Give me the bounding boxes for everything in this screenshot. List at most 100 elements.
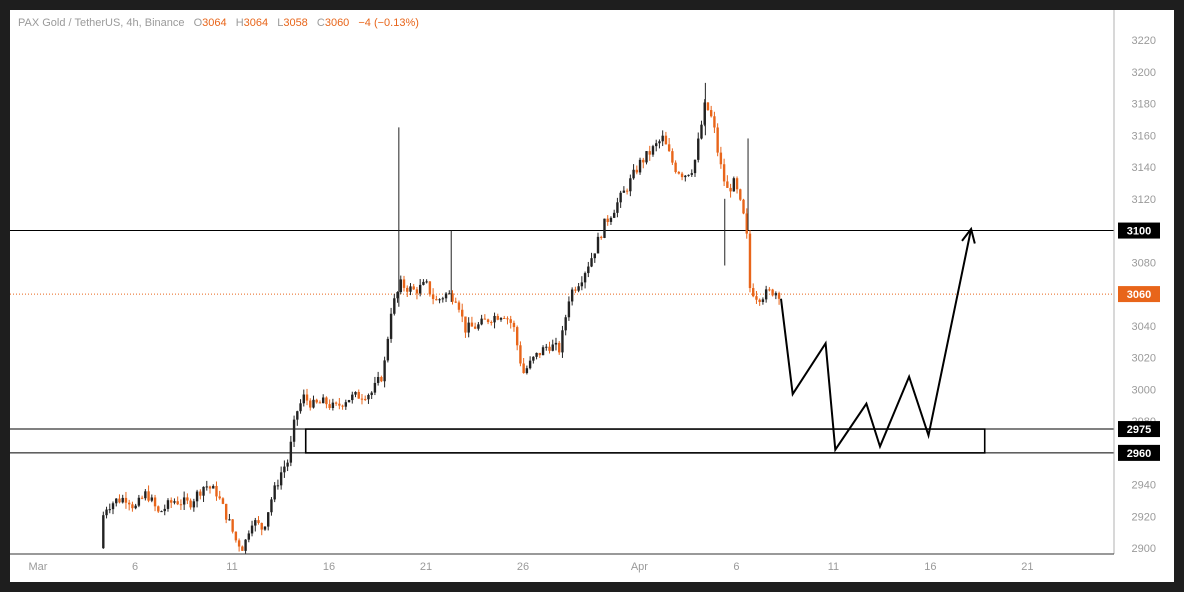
candle-body — [528, 360, 532, 369]
candle-body — [619, 192, 622, 203]
candle-body — [386, 338, 390, 361]
candle-body — [545, 346, 548, 348]
candle-body — [464, 316, 467, 333]
y-tick-label: 3160 — [1132, 130, 1156, 142]
y-tick-label: 3120 — [1132, 194, 1156, 206]
y-tick-label: 2900 — [1132, 543, 1156, 555]
candle-body — [548, 346, 551, 351]
open-label: O — [193, 17, 203, 29]
candle-body — [722, 164, 726, 182]
y-tick-label: 3080 — [1132, 257, 1156, 269]
candle-body — [661, 135, 664, 142]
candle-body — [247, 533, 251, 540]
candle-body — [237, 540, 241, 547]
candle-body — [199, 491, 202, 496]
candle-body — [428, 281, 432, 295]
candle-body — [444, 293, 448, 299]
candle-body — [684, 175, 687, 178]
price-chart[interactable]: 2900292029402960298030003020304030603080… — [10, 10, 1174, 582]
candle-body — [583, 273, 587, 283]
y-tick-label: 2920 — [1132, 511, 1156, 523]
candle-body — [490, 322, 493, 324]
candle-body — [483, 318, 487, 320]
candle-body — [140, 497, 144, 499]
candle-body — [625, 190, 629, 192]
candle-body — [289, 441, 293, 463]
candle-body — [577, 286, 580, 291]
candle-body — [480, 318, 483, 325]
symbol-title[interactable]: PAX Gold / TetherUS, 4h, Binance — [18, 17, 185, 29]
candle-body — [771, 289, 774, 296]
x-tick-label: Mar — [29, 561, 48, 573]
candle-body — [208, 486, 212, 489]
candle-body — [218, 496, 221, 499]
candle-body — [153, 497, 157, 507]
level-tag-bg-2975 — [1118, 421, 1160, 438]
level-tag-bg-3100 — [1118, 222, 1160, 239]
candle-body — [503, 318, 506, 320]
y-tick-label: 2940 — [1132, 480, 1156, 492]
level-tag-3100: 3100 — [1127, 226, 1151, 238]
candle-body — [364, 398, 367, 400]
candle-body — [425, 281, 428, 283]
candle-body — [609, 217, 613, 222]
x-tick-label: 21 — [420, 561, 432, 573]
candle-body — [296, 411, 299, 420]
candle-body — [221, 498, 225, 504]
candle-body — [587, 266, 590, 274]
candle-body — [399, 279, 402, 293]
candle-body — [551, 344, 554, 351]
symbol-header: PAX Gold / TetherUS, 4h, Binance O3064 H… — [18, 17, 419, 29]
candle-body — [273, 485, 276, 500]
candle-body — [105, 509, 108, 516]
price-axis[interactable]: 2900292029402960298030003020304030603080… — [1113, 10, 1156, 555]
candle-body — [115, 498, 118, 504]
candles-layer — [102, 82, 781, 554]
low-value: 3058 — [283, 17, 308, 29]
support-zone-box[interactable] — [304, 428, 986, 454]
y-tick-label: 3020 — [1132, 353, 1156, 365]
candle-body — [606, 218, 609, 222]
candle-body — [729, 187, 732, 192]
candle-body — [538, 352, 542, 356]
candle-body — [638, 159, 642, 173]
candle-body — [189, 500, 192, 508]
candle-body — [144, 491, 147, 499]
projection-layer — [780, 226, 976, 453]
candle-body — [467, 322, 470, 333]
time-axis[interactable]: Mar 6 11 16 21 26 Apr 6 11 16 21 — [10, 553, 1114, 573]
candle-body — [567, 301, 571, 318]
candle-body — [325, 397, 328, 405]
candle-body — [561, 330, 564, 353]
candle-body — [477, 324, 480, 329]
candle-body — [124, 497, 128, 503]
candle-body — [667, 144, 671, 152]
candle-body — [170, 500, 173, 503]
candle-body — [279, 472, 283, 486]
candle-body — [276, 485, 280, 487]
x-tick-label: 11 — [226, 561, 237, 573]
candle-body — [241, 546, 244, 551]
x-tick-label: 26 — [517, 561, 529, 573]
candle-body — [768, 289, 771, 291]
candle-body — [512, 322, 516, 328]
projection-path[interactable] — [780, 228, 973, 453]
candle-body — [570, 289, 574, 302]
candle-body — [535, 352, 538, 357]
candle-body — [616, 202, 619, 213]
candle-body — [108, 509, 111, 511]
candle-body — [267, 512, 270, 527]
candle-body — [393, 298, 396, 314]
low-label: L — [277, 17, 284, 29]
candle-body — [774, 293, 778, 296]
candle-body — [376, 376, 380, 383]
candle-body — [344, 402, 348, 407]
candle-body — [380, 376, 383, 382]
candle-body — [305, 394, 309, 401]
y-tick-label: 3180 — [1132, 99, 1156, 111]
candle-body — [435, 299, 438, 301]
candle-body — [454, 301, 457, 303]
candle-body — [622, 190, 626, 193]
candle-body — [195, 491, 199, 502]
